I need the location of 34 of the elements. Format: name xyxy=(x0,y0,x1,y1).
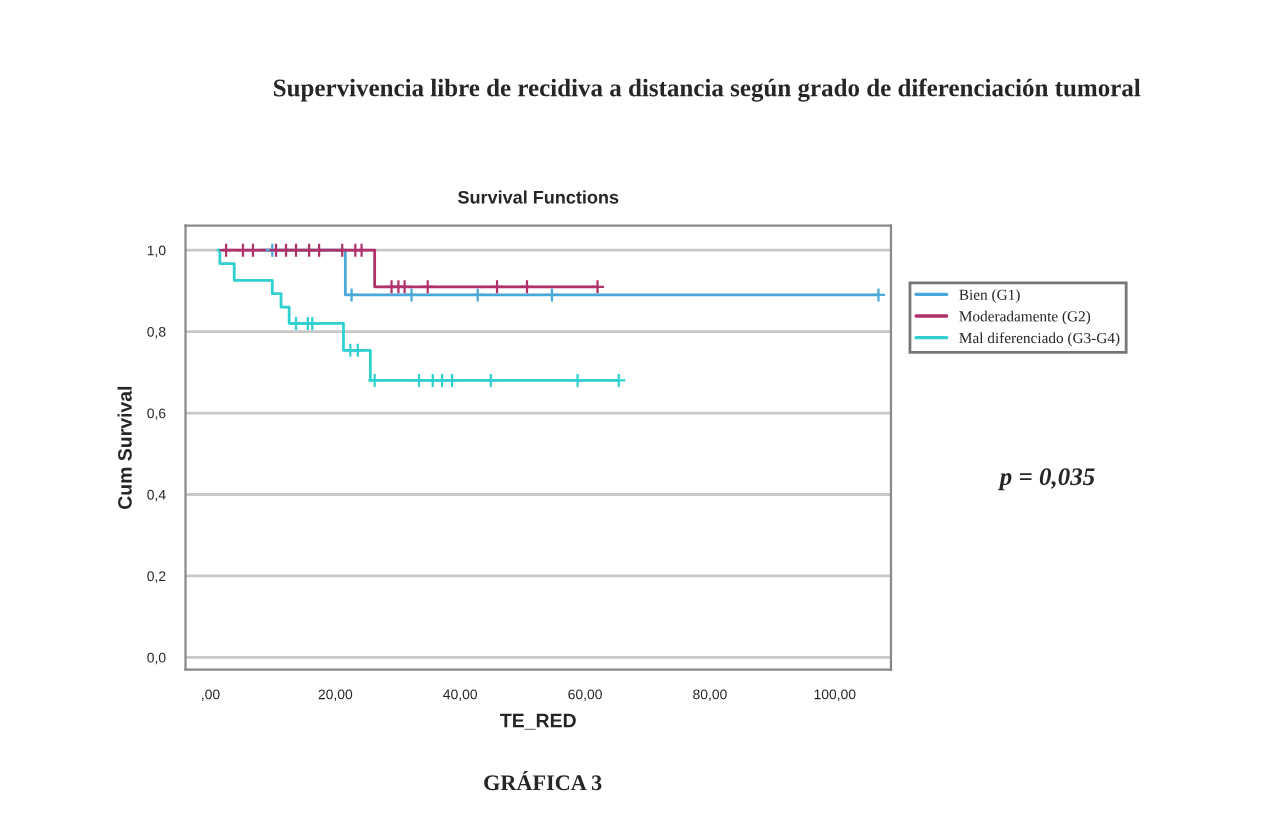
x-axis-title: TE_RED xyxy=(500,713,576,730)
point xyxy=(569,372,586,389)
point xyxy=(367,372,383,389)
point xyxy=(425,372,441,389)
point xyxy=(489,279,505,295)
point xyxy=(420,279,436,295)
point xyxy=(288,315,304,332)
point xyxy=(334,242,350,258)
point xyxy=(483,372,499,389)
point xyxy=(470,287,486,303)
point xyxy=(301,242,317,258)
point xyxy=(245,242,261,258)
point xyxy=(434,372,450,389)
point xyxy=(300,315,316,332)
point xyxy=(544,287,560,303)
point xyxy=(288,242,304,258)
text: p = 0,035 xyxy=(997,468,1095,491)
chart-subtitle: Survival Functions xyxy=(458,190,619,204)
point xyxy=(444,372,460,389)
y-axis-title: Cum Survival xyxy=(117,386,132,510)
point xyxy=(519,279,535,295)
text: GRÁFICA 3 xyxy=(484,771,602,791)
point xyxy=(589,279,606,295)
point xyxy=(403,287,420,303)
point xyxy=(235,242,251,258)
point xyxy=(350,342,366,358)
point xyxy=(311,242,327,258)
point xyxy=(411,372,427,389)
point xyxy=(870,287,887,303)
point xyxy=(397,279,413,295)
chart-title: Supervivencia libre de recidiva a distancia según grado de diferenciación tumoral xyxy=(274,78,1141,102)
point xyxy=(611,372,627,389)
point xyxy=(278,242,294,258)
point xyxy=(304,315,320,332)
